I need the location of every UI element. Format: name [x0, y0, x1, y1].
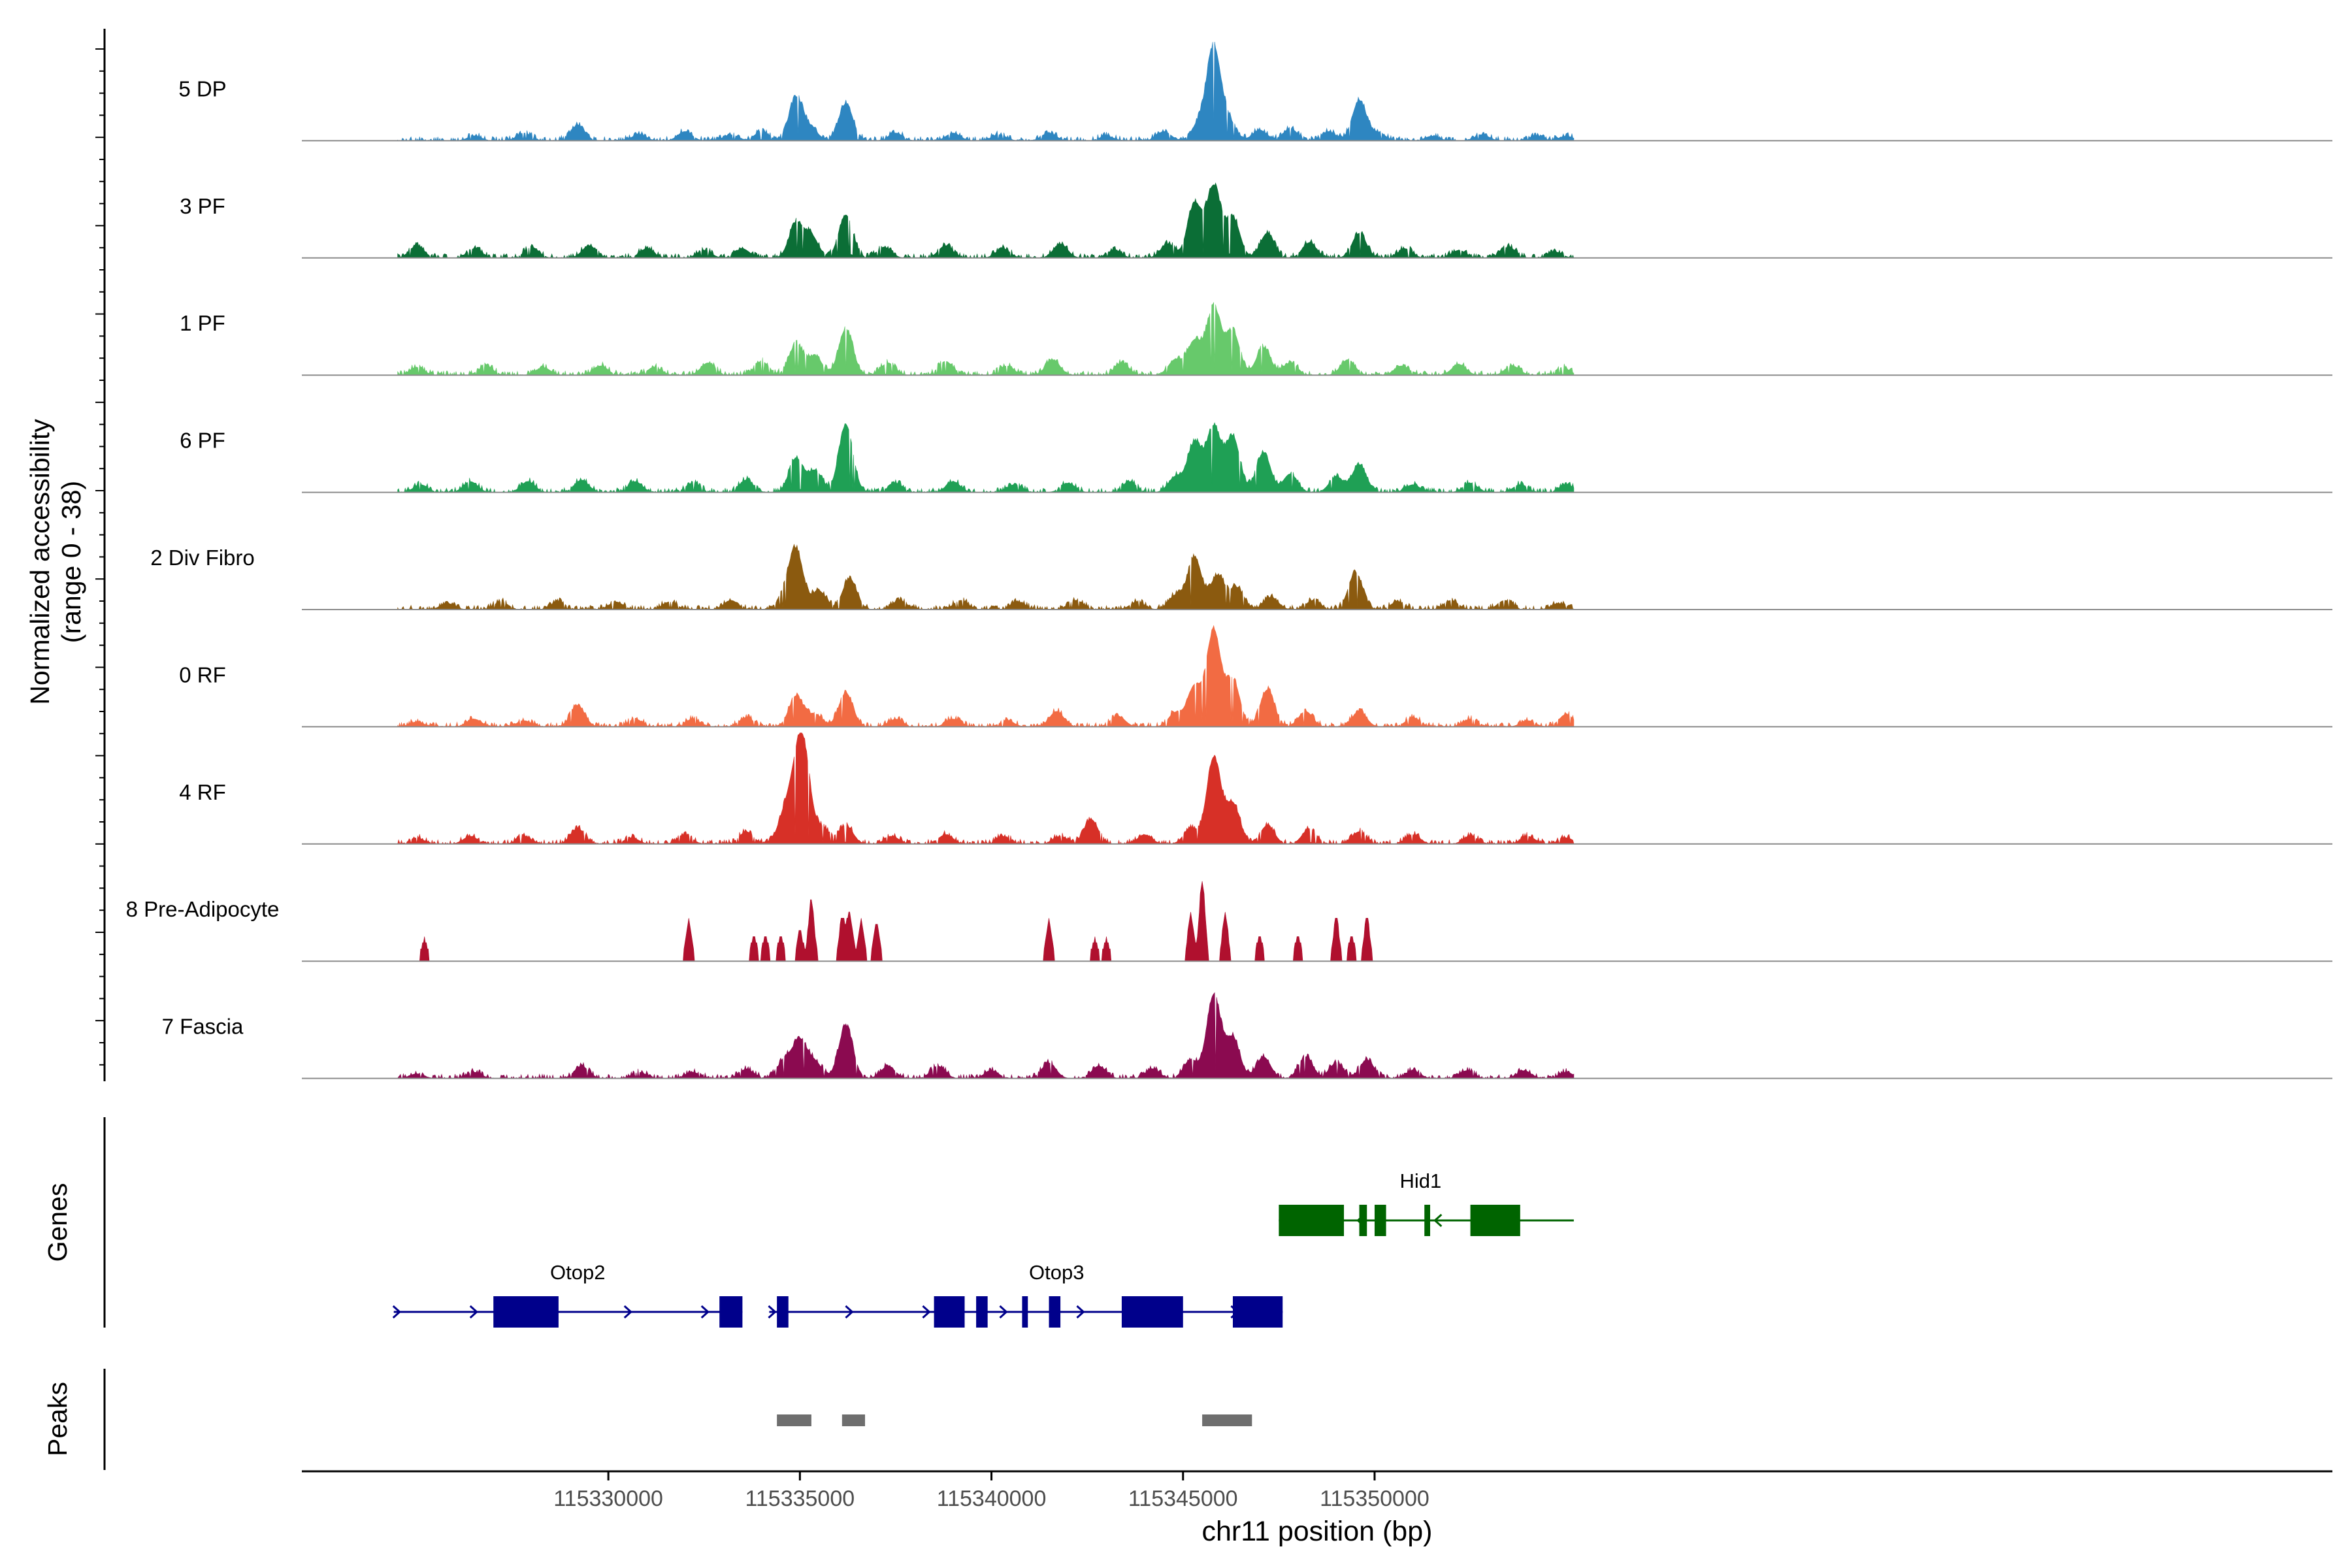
gene-exon: [719, 1296, 743, 1328]
peaks-axis-title: Peaks: [42, 1382, 73, 1456]
y-axis-title-line1: Normalized accessibility: [25, 419, 55, 705]
x-axis-title: chr11 position (bp): [1202, 1516, 1433, 1547]
x-axis-ticks: 115330000 115335000 115340000 115345000 1153…: [553, 1471, 1429, 1511]
gene-otop3: Otop3: [768, 1261, 1283, 1328]
genes-axis-title: Genes: [42, 1183, 73, 1262]
track-signal-area: [397, 182, 1575, 259]
track-label: 8 Pre-Adipocyte: [126, 897, 280, 921]
track-label: 0 RF: [179, 662, 226, 687]
gene-label: Hid1: [1399, 1169, 1441, 1192]
strand-arrow: [1433, 1213, 1443, 1228]
gene-exon: [1424, 1205, 1430, 1236]
strand-arrow: [469, 1305, 478, 1319]
track-6-pf: 6 PF: [180, 422, 2332, 493]
track-5-dp: 5 DP: [178, 41, 2332, 142]
gene-annotations: Otop2 Otop3 Hid1: [392, 1169, 1574, 1328]
track-label: 5 DP: [178, 76, 226, 101]
gene-exon: [1232, 1296, 1283, 1328]
track-label: 3 PF: [180, 194, 225, 218]
track-0-rf: 0 RF: [179, 625, 2332, 728]
track-label: 4 RF: [179, 780, 226, 804]
track-8-pre-adipocyte: 8 Pre-Adipocyte: [126, 881, 2332, 962]
track-1-pf: 1 PF: [180, 302, 2332, 376]
gene-label: Otop2: [550, 1261, 605, 1284]
gene-exon: [1121, 1296, 1183, 1328]
strand-arrow: [768, 1305, 777, 1319]
x-tick-label: 115345000: [1128, 1486, 1238, 1511]
track-label: 7 Fascia: [162, 1015, 244, 1039]
strand-arrow: [845, 1305, 854, 1319]
track-label: 6 PF: [180, 429, 225, 453]
gene-exon: [1279, 1205, 1345, 1236]
x-tick-label: 115340000: [937, 1486, 1047, 1511]
strand-arrow: [922, 1305, 931, 1319]
track-label: 1 PF: [180, 311, 225, 335]
track-2-div-fibro: 2 Div Fibro: [150, 544, 2332, 611]
strand-arrow: [999, 1305, 1008, 1319]
called-peak-bar: [777, 1414, 811, 1426]
called-peaks: [777, 1414, 1252, 1426]
gene-exon: [976, 1296, 988, 1328]
gene-exon: [1470, 1205, 1520, 1236]
x-tick-label: 115335000: [745, 1486, 855, 1511]
gene-hid1: Hid1: [1279, 1169, 1574, 1236]
gene-label: Otop3: [1029, 1261, 1084, 1284]
x-tick-label: 115350000: [1320, 1486, 1429, 1511]
track-signal-area: [397, 992, 1575, 1079]
strand-arrow: [392, 1305, 401, 1319]
gene-exon: [1374, 1205, 1386, 1236]
strand-arrow: [623, 1305, 632, 1319]
gene-exon: [493, 1296, 559, 1328]
track-signal-area: [397, 544, 1575, 611]
track-3-pf: 3 PF: [180, 182, 2332, 259]
track-7-fascia: 7 Fascia: [162, 992, 2332, 1079]
strand-arrow: [700, 1305, 710, 1319]
called-peak-bar: [841, 1414, 866, 1426]
gene-exon: [1022, 1296, 1028, 1328]
track-label: 2 Div Fibro: [150, 546, 255, 570]
track-signal-area: [397, 41, 1575, 142]
gene-otop2: Otop2: [392, 1261, 743, 1328]
y-axis-title-line2: (range 0 - 38): [56, 481, 86, 643]
gene-exon: [777, 1296, 789, 1328]
called-peak-bar: [1202, 1414, 1252, 1426]
track-4-rf: 4 RF: [179, 732, 2332, 845]
y-axis-ticks: [95, 48, 105, 1066]
coverage-tracks: 5 DP 3 PF 1 PF 6 PF 2 Div Fibro 0 RF 4 RF 8 Pre…: [126, 41, 2332, 1079]
gene-exon: [934, 1296, 965, 1328]
strand-arrow: [1076, 1305, 1085, 1319]
gene-exon: [1049, 1296, 1061, 1328]
gene-exon: [1359, 1205, 1367, 1236]
x-tick-label: 115330000: [553, 1486, 663, 1511]
